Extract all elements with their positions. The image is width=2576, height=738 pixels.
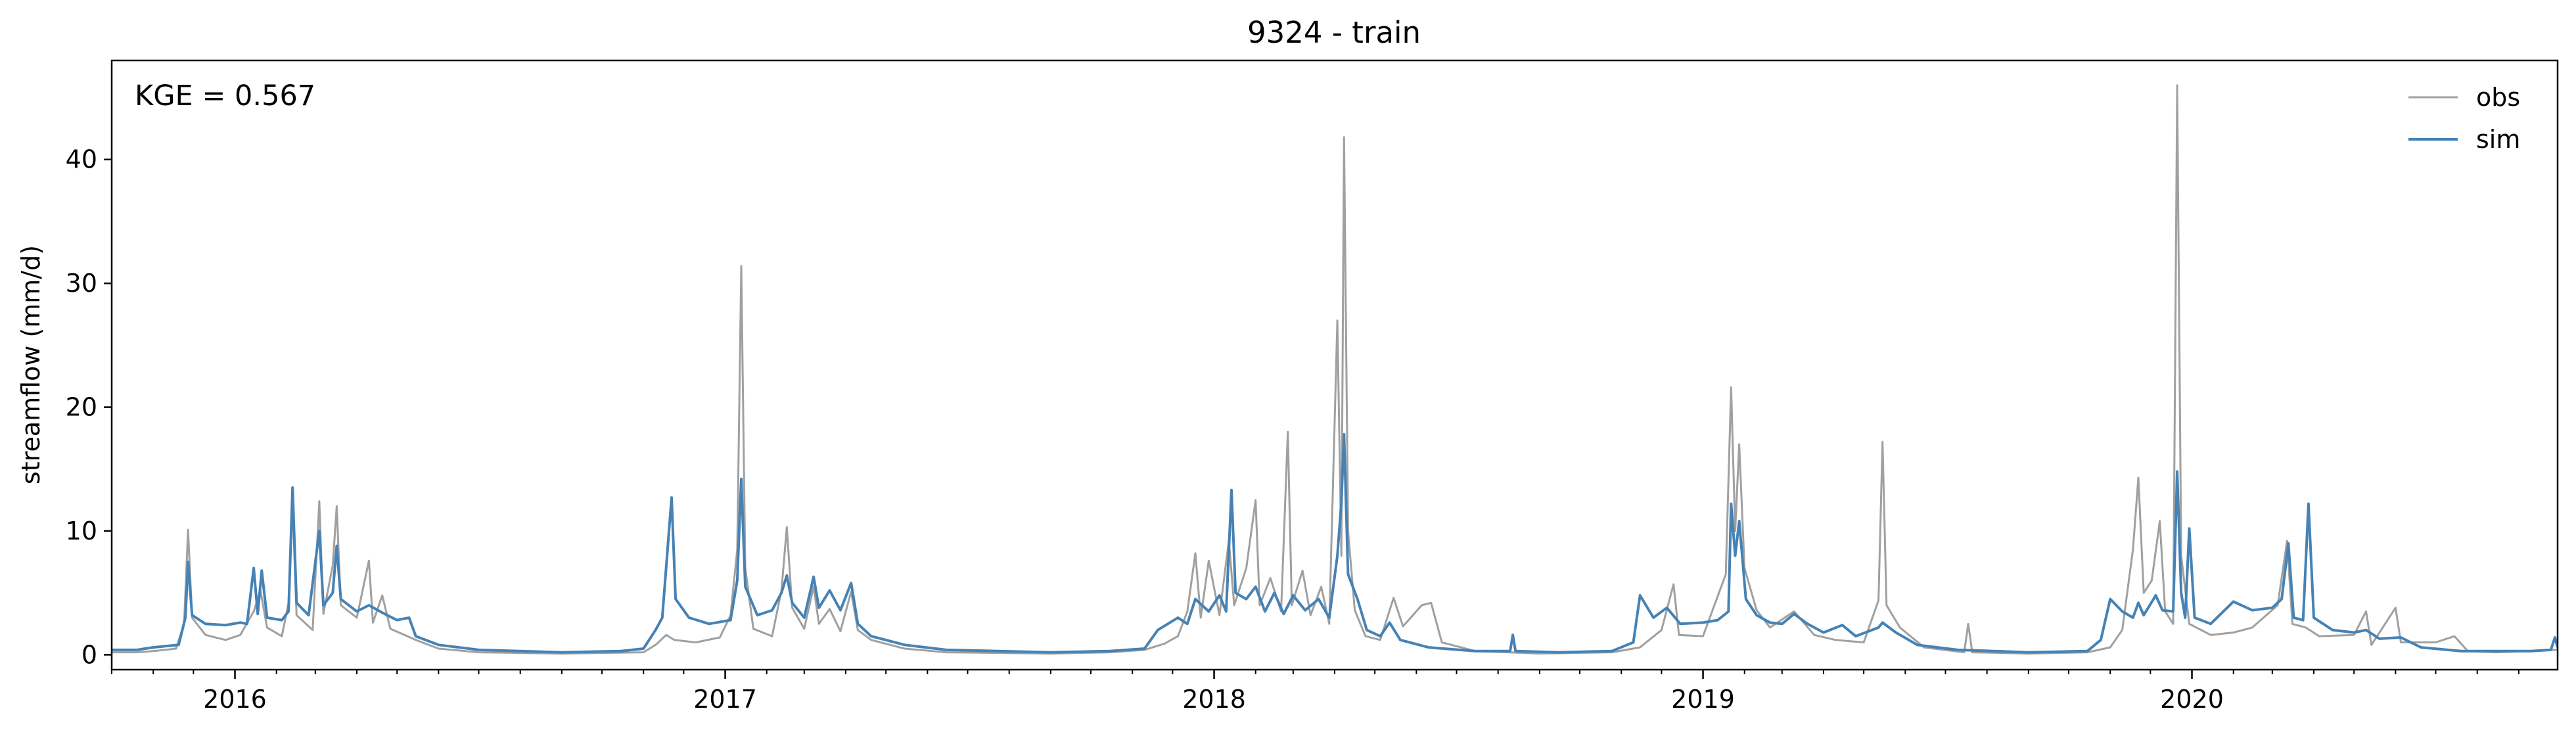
- legend-label-obs: obs: [2476, 83, 2520, 112]
- x-tick-label: 2016: [203, 685, 267, 714]
- y-axis-label: streamflow (mm/d): [16, 245, 45, 484]
- series-layer: [112, 84, 2558, 655]
- x-tick-label: 2017: [693, 685, 757, 714]
- y-axis: 0 10 20 30 40: [66, 145, 112, 669]
- x-tick-label: 2019: [1671, 685, 1735, 714]
- y-tick-label: 10: [66, 517, 97, 545]
- y-tick-label: 20: [66, 393, 97, 422]
- y-tick-label: 40: [66, 145, 97, 174]
- series-line-sim: [112, 433, 2558, 654]
- y-tick-label: 30: [66, 269, 97, 298]
- kge-annotation: KGE = 0.567: [135, 80, 315, 112]
- x-tick-label: 2020: [2160, 685, 2224, 714]
- series-line-obs: [112, 84, 2558, 655]
- plot-area: 2016 2017 2018 2019 2020 0 10 20 30 40 KGE = 0.5…: [66, 59, 2559, 714]
- x-tick-label: 2018: [1182, 685, 1246, 714]
- chart-title: 9324 - train: [1247, 15, 1421, 50]
- legend-label-sim: sim: [2476, 125, 2520, 154]
- x-axis: 2016 2017 2018 2019 2020: [111, 670, 2519, 714]
- y-tick-label: 0: [81, 640, 97, 669]
- legend: obs sim: [2408, 83, 2520, 154]
